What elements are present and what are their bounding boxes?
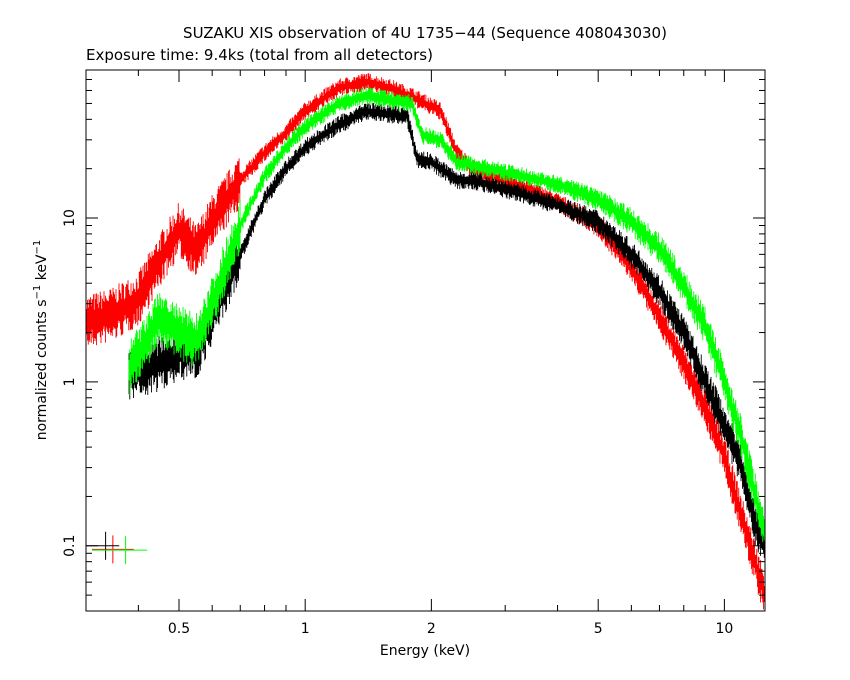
plot-frame [85, 69, 766, 612]
x-tick-labels: 0.5 1 2 5 10 [168, 621, 733, 637]
y-axis-label-unit: keV [34, 254, 50, 285]
y-axis-label: normalized counts s−1 keV−1 [32, 240, 50, 441]
chart-title: SUZAKU XIS observation of 4U 1735−44 (Se… [183, 24, 667, 42]
x-tick-label: 10 [715, 621, 733, 637]
y-axis-label-exp1: −1 [32, 285, 43, 300]
y-tick-labels: 0.1 1 10 [62, 209, 78, 557]
spectrum-curve [85, 78, 766, 598]
spectrum-series [91, 86, 766, 565]
axis-ticks [85, 69, 765, 612]
x-tick-label: 1 [301, 621, 310, 637]
y-tick-label: 0.1 [62, 535, 78, 557]
y-axis-label-main: normalized counts s [34, 299, 50, 440]
spectrum-curve [128, 107, 766, 548]
spectrum-curve [128, 91, 766, 532]
y-tick-label: 1 [62, 377, 78, 386]
y-axis-label-exp2: −1 [32, 240, 43, 255]
y-tick-label: 10 [62, 209, 78, 227]
x-tick-label: 2 [427, 621, 436, 637]
chart-subtitle: Exposure time: 9.4ks (total from all det… [86, 46, 433, 64]
x-tick-label: 5 [594, 621, 603, 637]
x-tick-label: 0.5 [168, 621, 190, 637]
x-axis-label: Energy (keV) [380, 643, 470, 659]
plot-area [85, 73, 766, 610]
